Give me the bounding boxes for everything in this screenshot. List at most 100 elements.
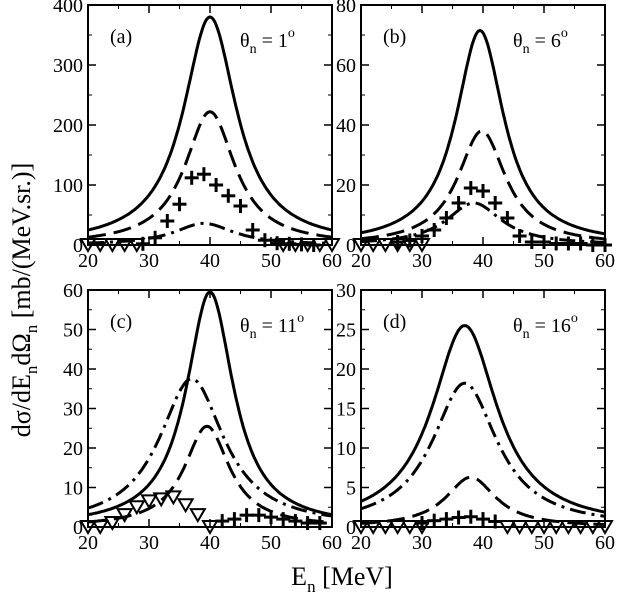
- y-tick-label: 25: [336, 320, 356, 342]
- triangle-marker: [376, 238, 395, 253]
- triangle-marker: [189, 508, 207, 524]
- plus-marker: [512, 229, 527, 243]
- theta-symbol: θ: [513, 315, 523, 337]
- x-tick-label: 40: [200, 532, 220, 554]
- y-tick-label: 30: [336, 280, 356, 302]
- theta-degree: o: [561, 26, 568, 41]
- y-tick-label: 60: [63, 280, 83, 302]
- y-tick-label: 200: [53, 115, 83, 137]
- triangle-marker: [79, 520, 97, 535]
- plus-marker: [264, 510, 278, 525]
- triangle-marker: [152, 492, 170, 508]
- theta-annotation: θn = 6o: [513, 26, 568, 57]
- triangle-marker: [140, 494, 158, 510]
- plus-marker: [427, 223, 442, 237]
- triangle-marker: [128, 500, 146, 516]
- triangle-marker: [364, 520, 382, 535]
- plus-marker: [233, 199, 248, 213]
- series-dashed: [361, 129, 605, 241]
- series-solid: [361, 28, 605, 236]
- plus-marker: [463, 509, 478, 524]
- y-tick-label: 5: [346, 478, 356, 500]
- plus-marker: [257, 233, 272, 248]
- plus-marker: [251, 508, 266, 523]
- x-tick-label: 60: [595, 250, 615, 272]
- triangle-marker: [535, 520, 553, 535]
- plus-marker: [451, 196, 466, 210]
- triangle-marker: [352, 520, 370, 535]
- y-tick-label: 40: [63, 359, 83, 381]
- panel-a: 20 30 40 50 60 0 100 200 300 400 (a) θn = 1o: [53, 0, 342, 272]
- plus-marker: [524, 235, 539, 249]
- plus-marker: [209, 178, 224, 192]
- triangle-marker: [364, 238, 382, 253]
- triangle-marker: [91, 520, 109, 535]
- plus-marker: [196, 167, 211, 182]
- theta-symbol: θ: [240, 315, 250, 337]
- triangle-marker: [323, 238, 341, 253]
- triangle-marker: [559, 520, 578, 535]
- curves-group: [88, 15, 332, 245]
- y-tick-label: 40: [336, 115, 356, 137]
- plus-marker: [288, 514, 303, 529]
- triangle-marker: [376, 520, 395, 535]
- series-dash-dot: [361, 381, 605, 518]
- theta-value: = 1: [257, 30, 288, 52]
- triangle-marker: [176, 498, 195, 514]
- y-tick-label: 0: [346, 517, 356, 539]
- triangle-marker: [164, 490, 183, 506]
- triangle-marker: [91, 238, 109, 253]
- x-tick-label: 40: [200, 250, 220, 272]
- x-tick-label: 20: [351, 532, 371, 554]
- triangle-marker: [523, 520, 541, 535]
- plus-marker: [402, 233, 417, 248]
- triangle-marker: [401, 520, 419, 535]
- theta-annotation: θn = 1o: [240, 26, 295, 57]
- plus-marker: [227, 512, 242, 527]
- triangle-marker: [128, 238, 146, 253]
- x-tick-label: 20: [78, 250, 98, 272]
- plus-marker: [549, 236, 564, 251]
- y-tick-label: 0: [346, 235, 356, 257]
- theta-value: = 16: [530, 315, 571, 337]
- theta-annotation: θn = 11o: [240, 311, 304, 342]
- series-dash-dot: [88, 221, 332, 245]
- plus-marker: [476, 512, 490, 527]
- triangle-marker: [401, 238, 419, 253]
- y-tick-label: 30: [63, 399, 83, 421]
- y-axis-label: dσ/dEndΩn [mb/(MeV.sr.)]: [7, 163, 41, 437]
- triangle-marker: [298, 238, 317, 253]
- panel-c: 20 30 40 50 60 0 10 20 30 40 50 60 (c) θn = 11o: [63, 280, 342, 554]
- plus-marker: [585, 238, 600, 252]
- triangle-marker: [79, 238, 97, 253]
- triangle-marker: [103, 516, 122, 532]
- x-tick-label: 40: [473, 250, 493, 272]
- theta-value: = 11: [257, 315, 298, 337]
- triangle-marker: [274, 238, 292, 253]
- x-tick-label: 30: [412, 250, 432, 272]
- triangle-marker: [311, 238, 329, 253]
- x-tick-label: 50: [261, 250, 281, 272]
- y-tick-label: 300: [53, 55, 83, 77]
- x-tick-label: 20: [78, 532, 98, 554]
- x-tick-label: 50: [261, 532, 281, 554]
- y-tick-label: 0: [73, 517, 83, 539]
- x-tick-label: 30: [139, 250, 159, 272]
- plus-marker: [160, 214, 175, 228]
- series-dash-dot: [88, 377, 332, 518]
- plus-marker: [573, 236, 588, 251]
- panel-label: (c): [110, 311, 132, 333]
- x-tick-label: 20: [351, 250, 371, 272]
- y-tick-label: 50: [63, 320, 83, 342]
- y-tick-label: 400: [53, 0, 83, 17]
- y-tick-label: 10: [336, 438, 356, 460]
- x-tick-label: 60: [322, 250, 342, 272]
- triangle-marker: [510, 520, 529, 535]
- theta-value: = 6: [530, 30, 561, 52]
- triangle-marker: [584, 520, 602, 535]
- plus-marker: [415, 229, 429, 243]
- series-solid: [88, 15, 332, 232]
- y-tick-label: 60: [336, 55, 356, 77]
